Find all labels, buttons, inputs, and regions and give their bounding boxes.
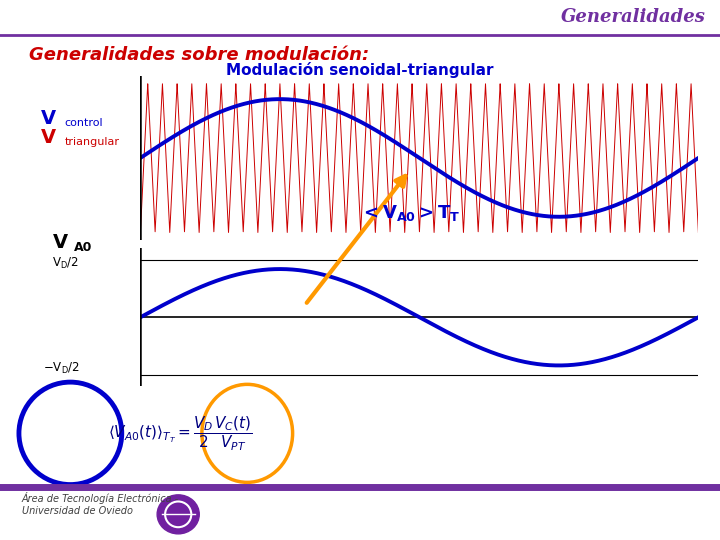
- Ellipse shape: [157, 495, 199, 534]
- Text: $\mathrm{V_D/2}$: $\mathrm{V_D/2}$: [52, 256, 78, 271]
- Text: $\mathbf{V}$: $\mathbf{V}$: [40, 109, 57, 129]
- Text: Área de Tecnología Electrónica -
Universidad de Oviedo: Área de Tecnología Electrónica - Univers…: [22, 492, 179, 516]
- Text: $\langle V_{A0}(t)\rangle_{T_T} = \dfrac{V_D}{2}\dfrac{V_C(t)}{V_{PT}}$: $\langle V_{A0}(t)\rangle_{T_T} = \dfrac…: [109, 414, 253, 453]
- Text: $\mathbf{V}$: $\mathbf{V}$: [40, 128, 57, 147]
- Text: Generalidades: Generalidades: [561, 8, 706, 26]
- Text: triangular: triangular: [65, 137, 120, 147]
- Text: A0: A0: [74, 241, 93, 254]
- Text: $\mathbf{<V_{A0}>T_T}$: $\mathbf{<V_{A0}>T_T}$: [360, 203, 460, 224]
- Text: control: control: [65, 118, 104, 128]
- Text: Generalidades sobre modulación:: Generalidades sobre modulación:: [29, 46, 369, 64]
- Text: $\mathrm{-V_D/2}$: $\mathrm{-V_D/2}$: [43, 361, 80, 376]
- Text: Modulación senoidal-triangular: Modulación senoidal-triangular: [226, 62, 494, 78]
- Text: $\mathbf{V}$: $\mathbf{V}$: [52, 233, 69, 253]
